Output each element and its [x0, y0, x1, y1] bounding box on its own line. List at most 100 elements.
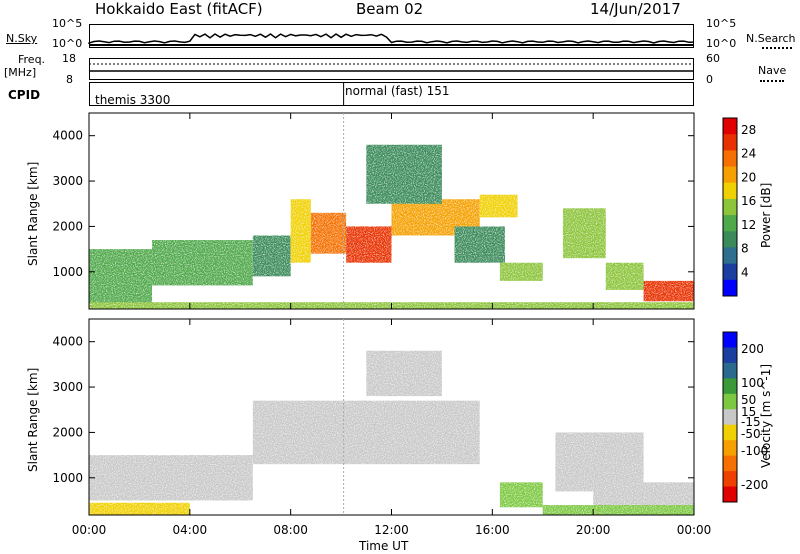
- power-region-6: [346, 226, 392, 263]
- freq-tick-lo: 8: [66, 73, 73, 86]
- power-region-1: [89, 249, 153, 304]
- velocity-colorbar-tick: -50: [741, 427, 761, 441]
- freq-trace: [89, 63, 694, 72]
- nsky-tick-hi: 10^5: [52, 17, 83, 30]
- power-colorbar-swatch: [723, 134, 737, 151]
- cpid-mode-2: normal (fast) 151: [345, 84, 450, 98]
- power-region-8: [479, 194, 518, 218]
- freq-tick-hi: 18: [62, 52, 76, 65]
- radar-title: Hokkaido East (fitACF): [95, 0, 263, 18]
- power-region-11: [499, 262, 543, 281]
- velocity-ylabel: Slant Range [km]: [26, 367, 40, 472]
- xtick-label: 16:00: [475, 523, 510, 537]
- power-region-13: [605, 262, 644, 290]
- power-colorbar-frame: [722, 117, 738, 297]
- power-colorbar-tick: 28: [741, 123, 756, 137]
- velocity-colorbar-swatch: [723, 347, 737, 364]
- power-region-14: [643, 280, 694, 302]
- velocity-colorbar-tick: 100: [741, 376, 764, 390]
- ytick-label: 2000: [52, 425, 83, 439]
- power-colorbar-label: Power [dB]: [759, 182, 773, 248]
- power-ylabel: Slant Range [km]: [26, 161, 40, 266]
- velocity-colorbar-frame: [722, 331, 738, 503]
- velocity-colorbar-swatch: [723, 362, 737, 379]
- nave-legend-line: [760, 80, 784, 82]
- x-axis-title: Time UT: [359, 539, 409, 553]
- velocity-region-7: [542, 505, 694, 515]
- freq-panel: [89, 58, 694, 80]
- power-region-5: [310, 212, 347, 254]
- xtick-label: 00:00: [677, 523, 712, 537]
- velocity-colorbar-swatch: [723, 332, 737, 348]
- power-region-12: [562, 208, 606, 259]
- ytick-label: 1000: [52, 265, 83, 279]
- xtick-label: 12:00: [374, 523, 409, 537]
- nsearch-legend-line: [762, 47, 792, 49]
- power-colorbar-swatch: [723, 231, 737, 248]
- date-label: 14/Jun/2017: [590, 0, 681, 18]
- xtick-label: 04:00: [173, 523, 208, 537]
- power-colorbar-swatch: [723, 182, 737, 200]
- velocity-colorbar-tick: 15: [741, 405, 756, 419]
- ytick-label: 3000: [52, 174, 83, 188]
- power-region-2: [152, 240, 253, 286]
- nsky-label: N.Sky: [6, 32, 38, 45]
- nsky-tick-lo-right: 10^0: [706, 37, 737, 50]
- power-region-9: [366, 144, 442, 204]
- power-colorbar-tick: 4: [741, 265, 749, 279]
- nsky-tick-lo: 10^0: [52, 37, 83, 50]
- beam-label: Beam 02: [356, 0, 424, 18]
- power-colorbar-tick: 24: [741, 147, 756, 161]
- velocity-colorbar-swatch: [723, 455, 737, 472]
- nave-label: Nave: [758, 64, 787, 77]
- xtick-label: 20:00: [576, 523, 611, 537]
- axes: 1000 2000 3000 4000 1000 2000 3000 4000 00:00 04:…: [52, 113, 711, 537]
- cpid-panel: [89, 82, 694, 106]
- cpid-mode-1: themis 3300: [95, 93, 171, 107]
- velocity-colorbar-swatch: [723, 471, 737, 488]
- nsky-tick-hi-right: 10^5: [706, 17, 737, 30]
- velocity-colorbar-tick: 50: [741, 393, 756, 407]
- power-colorbar-swatch: [723, 263, 737, 281]
- velocity-region-0: [89, 455, 253, 501]
- power-colorbar-swatch: [723, 198, 737, 216]
- velocity-colorbar-tick: -200: [741, 478, 768, 492]
- power-colorbar-swatch: [723, 166, 737, 184]
- nave-tick-lo: 0: [706, 73, 713, 86]
- power-colorbar-tick: 16: [741, 194, 756, 208]
- velocity-colorbar-tick: -15: [741, 415, 761, 429]
- velocity-region-1: [252, 400, 480, 465]
- velocity-colorbar-swatch: [723, 424, 737, 441]
- xtick-label: 00:00: [72, 523, 107, 537]
- velocity-region-6: [89, 502, 190, 515]
- ytick-label: 4000: [52, 335, 83, 349]
- power-region-4: [290, 199, 311, 263]
- ytick-label: 2000: [52, 219, 83, 233]
- xtick-label: 08:00: [273, 523, 308, 537]
- power-region-10: [454, 226, 505, 263]
- power-colorbar-tick: 12: [741, 218, 756, 232]
- power-colorbar-tick: 8: [741, 242, 749, 256]
- velocity-colorbar-label: Velocity [m s^-1]: [759, 363, 773, 468]
- velocity-region-4: [555, 432, 644, 492]
- cpid-label: CPID: [8, 88, 41, 102]
- nsky-line: [88, 33, 695, 44]
- velocity-colorbar-tick: -100: [741, 444, 768, 458]
- velocity-colorbar-swatch: [723, 393, 737, 410]
- power-heatmap: [89, 144, 694, 309]
- velocity-colorbar-swatch: [723, 378, 737, 395]
- power-colorbar-swatch: [723, 247, 737, 265]
- nsearch-label: N.Search: [746, 32, 796, 45]
- velocity-colorbar-tick: 200: [741, 342, 764, 356]
- power-colorbar-swatch: [723, 118, 737, 135]
- freq-label: Freq.: [18, 53, 46, 66]
- velocity-colorbar-swatch: [723, 440, 737, 457]
- velocity-region-2: [366, 350, 442, 397]
- ytick-label: 4000: [52, 129, 83, 143]
- nsky-trace: [88, 33, 695, 46]
- velocity-heatmap: [89, 350, 694, 515]
- power-colorbar-tick: 20: [741, 170, 756, 184]
- freq-unit-label: [MHz]: [4, 66, 37, 79]
